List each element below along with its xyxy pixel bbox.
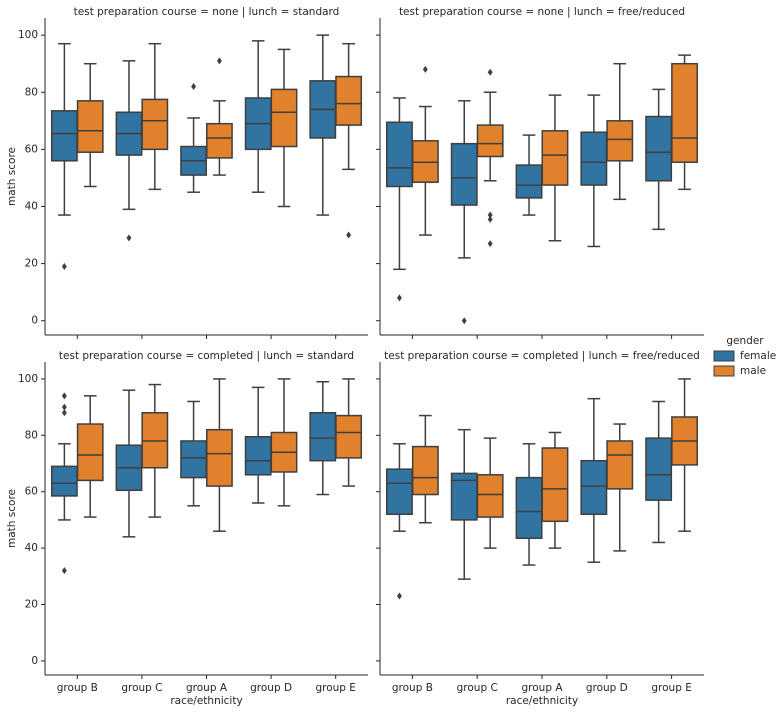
y-tick-label: 40 xyxy=(25,200,38,212)
y-tick-label: 60 xyxy=(25,486,38,498)
x-axis-label: race/ethnicity xyxy=(170,695,242,707)
x-tick-label: group B xyxy=(392,682,433,694)
flier xyxy=(461,317,467,325)
box xyxy=(580,459,608,516)
x-tick-label: group C xyxy=(121,682,162,694)
box xyxy=(335,75,363,126)
panel: test preparation course = completed | lu… xyxy=(376,350,704,707)
legend-title: gender xyxy=(726,335,764,347)
panel-title: test preparation course = completed | lu… xyxy=(384,350,700,362)
box xyxy=(476,474,504,518)
x-tick-label: group A xyxy=(186,682,228,694)
box xyxy=(76,423,104,482)
flier xyxy=(191,83,197,91)
box xyxy=(541,130,569,186)
flier xyxy=(487,68,493,76)
box xyxy=(671,62,699,163)
legend-label: female xyxy=(740,350,776,362)
flier xyxy=(422,65,428,73)
y-axis-label: math score xyxy=(6,489,18,548)
panel-title: test preparation course = completed | lu… xyxy=(59,350,354,362)
box xyxy=(244,435,272,476)
y-tick-label: 80 xyxy=(25,86,38,98)
legend-swatch xyxy=(713,350,735,362)
box xyxy=(385,468,413,516)
box xyxy=(606,440,634,490)
x-tick-label: group C xyxy=(457,682,498,694)
x-axis-label: race/ethnicity xyxy=(506,695,578,707)
y-tick-label: 60 xyxy=(25,143,38,155)
panel: test preparation course = completed | lu… xyxy=(6,350,368,707)
flier xyxy=(487,215,493,223)
box xyxy=(515,476,543,539)
y-tick-label: 100 xyxy=(18,373,38,385)
box xyxy=(580,131,608,186)
panel-title: test preparation course = none | lunch =… xyxy=(399,6,685,18)
x-tick-label: group D xyxy=(250,682,292,694)
box xyxy=(385,121,413,188)
y-tick-label: 40 xyxy=(25,542,38,554)
box xyxy=(515,164,543,199)
flier xyxy=(487,211,493,219)
x-tick-label: group E xyxy=(315,682,355,694)
y-tick-label: 20 xyxy=(25,599,38,611)
y-tick-label: 20 xyxy=(25,258,38,270)
y-tick-label: 80 xyxy=(25,429,38,441)
box xyxy=(309,412,337,462)
box xyxy=(645,115,673,182)
box xyxy=(206,428,233,487)
legend: gender female male xyxy=(713,335,776,377)
box xyxy=(450,142,478,206)
y-tick-label: 100 xyxy=(18,29,38,41)
box xyxy=(50,465,78,497)
box xyxy=(141,98,169,151)
x-tick-label: group E xyxy=(651,682,691,694)
legend-swatch xyxy=(713,365,735,377)
box xyxy=(50,110,78,162)
box xyxy=(541,447,569,523)
flier xyxy=(61,403,67,411)
box xyxy=(76,100,104,153)
panel-title: test preparation course = none | lunch =… xyxy=(74,6,340,18)
y-tick-label: 0 xyxy=(31,655,38,667)
legend-label: male xyxy=(740,365,766,377)
flier xyxy=(346,231,352,239)
flier xyxy=(396,592,402,600)
flier xyxy=(61,392,67,400)
box xyxy=(476,124,504,158)
x-tick-label: group B xyxy=(57,682,98,694)
flier xyxy=(61,409,67,417)
box xyxy=(411,445,439,496)
panel: test preparation course = none | lunch =… xyxy=(6,6,368,339)
panel: test preparation course = none | lunch =… xyxy=(376,6,704,339)
flier xyxy=(216,57,222,65)
flier xyxy=(61,567,67,575)
y-tick-label: 0 xyxy=(31,315,38,327)
box xyxy=(180,440,207,479)
x-tick-label: group A xyxy=(521,682,563,694)
flier xyxy=(487,240,493,248)
flier xyxy=(61,262,67,270)
y-axis-label: math score xyxy=(6,147,18,206)
box xyxy=(335,414,363,459)
x-tick-label: group D xyxy=(586,682,628,694)
box xyxy=(206,122,233,159)
box xyxy=(645,437,673,501)
flier xyxy=(126,234,132,242)
flier xyxy=(396,294,402,302)
box xyxy=(270,88,298,148)
box xyxy=(606,120,634,162)
